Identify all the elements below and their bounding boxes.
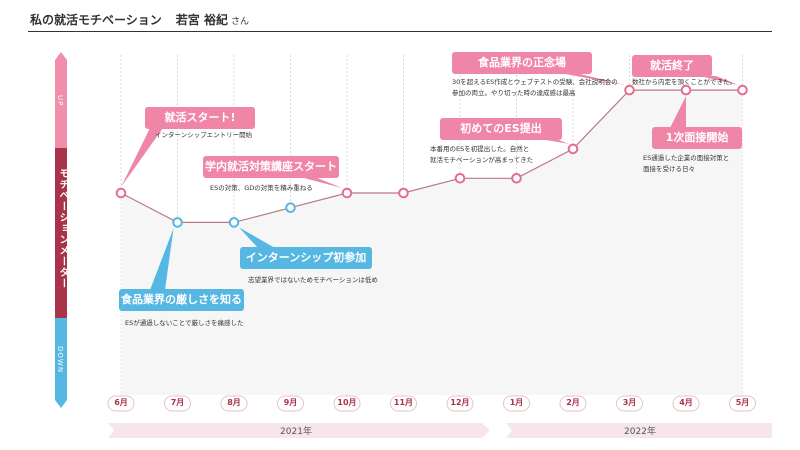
gauge-up-label: UP bbox=[56, 95, 64, 107]
annotation-bubble bbox=[240, 247, 372, 269]
person-name: 若宮 裕紀 bbox=[175, 13, 228, 27]
annotation-title: 学内就活対策講座スタート bbox=[205, 160, 337, 173]
title-text: 私の就活モチベーション bbox=[30, 13, 162, 27]
annotation-bubble bbox=[145, 107, 255, 129]
annotation-description: 30を超えるES作成とウェブテストの受験、会社説明会の 参加の両立。やり切った時… bbox=[452, 78, 618, 97]
month-label: 4月 bbox=[679, 398, 693, 407]
annotation-description: ES通過した企業の面接対策と 面接を受ける日々 bbox=[643, 154, 730, 173]
data-point bbox=[624, 84, 635, 96]
month-badge bbox=[503, 395, 530, 412]
month-badge bbox=[616, 395, 643, 412]
annotation-pointer bbox=[121, 128, 163, 187]
month-label: 3月 bbox=[622, 398, 637, 407]
annotation-title: 初めてのES提出 bbox=[460, 122, 542, 135]
data-point bbox=[567, 143, 579, 155]
annotation-pointer bbox=[300, 177, 342, 188]
person-suffix: さん bbox=[230, 17, 249, 27]
month-badge bbox=[333, 395, 361, 412]
series-line bbox=[120, 89, 743, 223]
annotation-bubble bbox=[440, 118, 562, 140]
month-badge bbox=[164, 395, 191, 412]
annotation-description: 志望業界ではないためモチベーションは低め bbox=[248, 276, 378, 284]
data-point bbox=[680, 84, 692, 96]
year-band-2021 bbox=[108, 423, 490, 438]
annotation-description: インターンシップエントリー開始 bbox=[155, 131, 253, 139]
month-label: 2月 bbox=[566, 398, 580, 407]
month-label: 5月 bbox=[735, 398, 750, 407]
month-label: 1月 bbox=[509, 398, 524, 407]
gauge-middle-segment bbox=[55, 148, 67, 318]
annotation-bubble bbox=[452, 52, 592, 74]
annotation-description: ESの対策、GDの対策を積み重ねる bbox=[210, 184, 313, 192]
annotation-title: 1次面接開始 bbox=[665, 131, 729, 144]
gauge-main-label: モチベーションメーター bbox=[57, 168, 68, 289]
area-fill bbox=[121, 90, 743, 395]
annotation-description: 本番用のESを初提出した。自然と 就活モチベーションが高まってきた bbox=[430, 145, 534, 164]
annotation-title: 食品業界の厳しさを知る bbox=[121, 293, 242, 306]
data-point bbox=[454, 173, 466, 184]
page-title: 私の就活モチベーション 若宮 裕紀 さん bbox=[30, 11, 249, 28]
annotation-title: インターンシップ初参加 bbox=[245, 251, 367, 264]
month-label: 6月 bbox=[114, 398, 128, 407]
annotation-pointer bbox=[560, 73, 626, 86]
data-point bbox=[737, 84, 748, 96]
month-badge bbox=[672, 395, 700, 412]
data-point bbox=[341, 187, 353, 199]
data-point bbox=[285, 202, 296, 213]
data-point bbox=[115, 187, 127, 199]
month-badge bbox=[277, 395, 304, 412]
data-point bbox=[398, 187, 409, 199]
annotation-pointer bbox=[150, 228, 174, 290]
year-label-2021: 2021年 bbox=[280, 427, 312, 437]
month-badge bbox=[559, 395, 587, 412]
year-band-2022 bbox=[506, 423, 772, 438]
gauge-down-label: DOWN bbox=[56, 346, 64, 374]
annotation-title: 食品業界の正念場 bbox=[478, 56, 566, 69]
annotation-pointer bbox=[239, 227, 275, 248]
annotation-description: ESが通過しないことで厳しさを痛感した bbox=[125, 319, 244, 327]
data-point bbox=[228, 217, 240, 228]
annotation-bubble bbox=[632, 55, 712, 77]
month-label: 7月 bbox=[170, 398, 185, 407]
month-badge bbox=[729, 395, 756, 412]
annotation-title: 就活スタート! bbox=[164, 111, 236, 124]
annotation-pointer bbox=[670, 96, 686, 128]
data-point bbox=[511, 173, 522, 184]
title-divider bbox=[28, 31, 772, 32]
month-badge bbox=[390, 395, 417, 412]
month-label: 9月 bbox=[283, 398, 298, 407]
gauge-down-segment bbox=[55, 318, 67, 408]
month-label: 10月 bbox=[337, 398, 357, 407]
annotation-title: 就活終了 bbox=[650, 59, 694, 72]
annotation-pointer bbox=[700, 76, 739, 86]
month-label: 8月 bbox=[227, 398, 241, 407]
month-badge bbox=[107, 395, 135, 412]
annotation-description: 数社から内定を頂くことができた。 bbox=[632, 78, 736, 86]
month-badge bbox=[446, 395, 474, 412]
annotation-bubble bbox=[203, 156, 339, 178]
month-badge bbox=[220, 395, 248, 412]
month-label: 11月 bbox=[393, 398, 414, 407]
annotation-bubble bbox=[119, 289, 244, 311]
annotation-bubble bbox=[652, 127, 742, 149]
annotation-pointer bbox=[540, 139, 569, 144]
data-point bbox=[172, 217, 183, 228]
gauge-up-segment bbox=[55, 52, 67, 148]
month-label: 12月 bbox=[450, 398, 470, 407]
year-label-2022: 2022年 bbox=[624, 427, 656, 437]
